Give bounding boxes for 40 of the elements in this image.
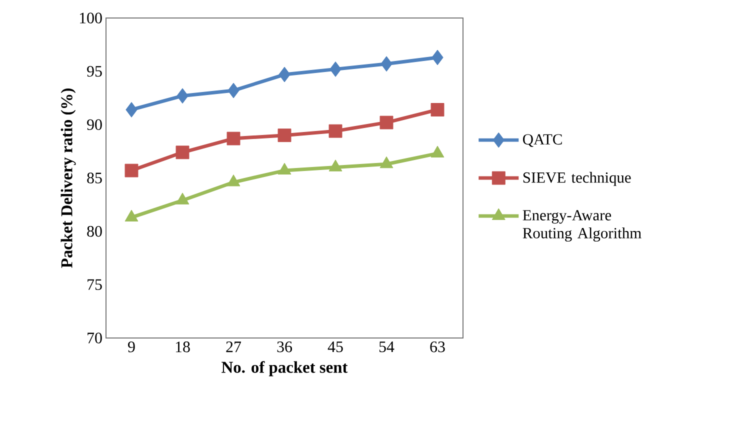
point: [430, 103, 444, 116]
y-tick-label: 100: [80, 12, 102, 24]
x-axis-title: No. of packet sent: [222, 361, 348, 376]
y-tick-label: 70: [88, 332, 102, 344]
legend-label: QATC: [523, 134, 562, 147]
point: [328, 124, 342, 138]
point: [226, 132, 240, 146]
y-tick-label: 80: [87, 226, 102, 237]
point: [278, 128, 292, 142]
y-tick-label: 95: [87, 66, 102, 77]
point: [278, 162, 292, 175]
point: [380, 116, 394, 130]
x-tick-label: 36: [277, 342, 292, 352]
y-axis-title: Packet Delivery ratio (%): [60, 88, 76, 268]
point: [176, 88, 188, 104]
x-tick-label: 18: [176, 342, 190, 352]
x-tick-label: 27: [226, 342, 242, 352]
point: [432, 50, 444, 66]
legend-label: SIEVE technique: [523, 172, 631, 186]
point: [380, 56, 392, 72]
x-tick-label: 45: [328, 342, 343, 352]
point: [430, 146, 444, 158]
y-tick-label: 85: [87, 172, 102, 184]
x-tick-label: 63: [430, 342, 445, 352]
point: [126, 102, 138, 118]
point: [328, 160, 342, 172]
legend-label: Energy-Aware Routing Algorithm: [522, 210, 642, 242]
point: [124, 164, 138, 178]
x-tick-label: 9: [128, 342, 135, 352]
y-tick-label: 90: [87, 119, 102, 130]
point: [176, 146, 190, 160]
point: [176, 192, 190, 204]
point: [226, 174, 240, 186]
point: [330, 61, 342, 77]
point: [380, 156, 394, 168]
y-tick-label: 75: [88, 279, 102, 290]
point: [278, 66, 290, 82]
point: [228, 82, 240, 98]
x-tick-label: 54: [379, 342, 394, 352]
point: [124, 210, 138, 222]
